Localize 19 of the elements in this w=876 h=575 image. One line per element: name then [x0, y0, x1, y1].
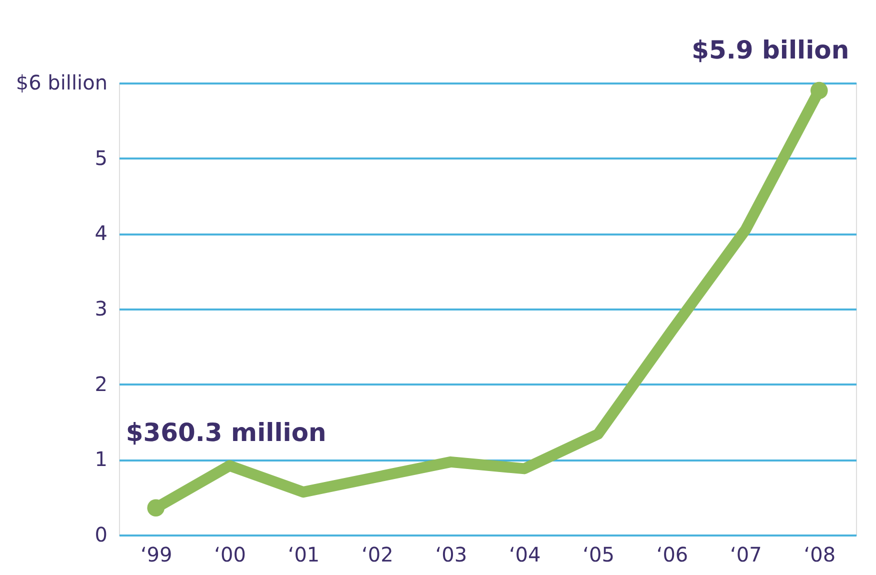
y-tick-label: $6 billion	[16, 70, 108, 94]
annotation: $5.9 billion	[692, 36, 850, 65]
y-tick-label: 5	[94, 146, 108, 170]
x-tick-label: ‘99	[140, 542, 172, 566]
x-tick-label: ‘01	[288, 542, 320, 566]
x-tick-label: ‘05	[582, 542, 614, 566]
y-tick-label: 1	[94, 447, 108, 472]
x-tick-label: ‘00	[214, 542, 246, 566]
x-tick-label: ‘02	[362, 542, 394, 566]
x-tick-label: ‘04	[508, 542, 541, 566]
y-tick-label: 0	[94, 522, 108, 546]
annotation: $360.3 million	[126, 418, 326, 447]
x-tick-label: ‘08	[804, 542, 836, 566]
y-tick-label: 4	[94, 221, 108, 246]
x-tick-label: ‘03	[435, 542, 468, 566]
x-tick-label: ‘07	[730, 542, 762, 566]
y-tick-label: 3	[94, 296, 108, 320]
x-tick-label: ‘06	[656, 542, 688, 566]
y-tick-label: 2	[94, 372, 108, 396]
